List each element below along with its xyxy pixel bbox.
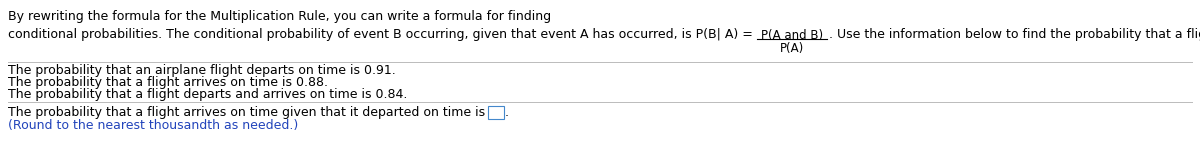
Text: The probability that a flight departs and arrives on time is 0.84.: The probability that a flight departs an… (8, 88, 407, 101)
Bar (488, 106, 504, 119)
Text: The probability that a flight arrives on time given that it departed on time is: The probability that a flight arrives on… (8, 106, 485, 119)
Text: The probability that an airplane flight departs on time is 0.91.: The probability that an airplane flight … (8, 64, 396, 77)
Text: P(A and B): P(A and B) (761, 29, 823, 42)
Text: The probability that a flight arrives on time is 0.88.: The probability that a flight arrives on… (8, 76, 328, 89)
Text: (Round to the nearest thousandth as needed.): (Round to the nearest thousandth as need… (8, 119, 299, 132)
Text: By rewriting the formula for the Multiplication Rule, you can write a formula fo: By rewriting the formula for the Multipl… (8, 10, 551, 23)
Text: .: . (505, 106, 509, 119)
Text: conditional probabilities. The conditional probability of event B occurring, giv: conditional probabilities. The condition… (8, 28, 752, 41)
Text: P(A): P(A) (780, 42, 804, 55)
Text: . Use the information below to find the probability that a flight arrives on tim: . Use the information below to find the … (829, 28, 1200, 41)
